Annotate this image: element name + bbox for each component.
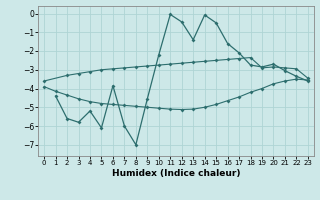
X-axis label: Humidex (Indice chaleur): Humidex (Indice chaleur) [112, 169, 240, 178]
